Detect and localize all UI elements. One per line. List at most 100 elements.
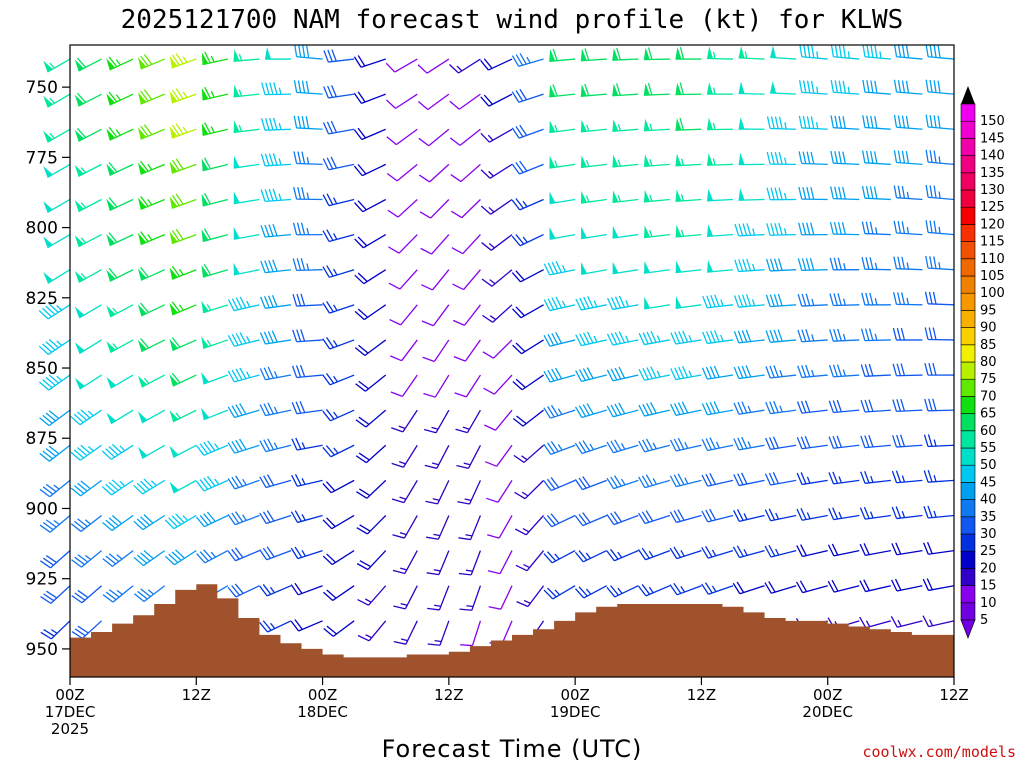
wind-barb <box>323 49 355 63</box>
wind-barb <box>133 478 166 495</box>
wind-barb <box>797 329 828 343</box>
wind-barb <box>543 367 576 383</box>
wind-barb <box>389 339 418 362</box>
wind-barb <box>169 372 197 387</box>
wind-barb <box>133 514 166 531</box>
wind-barb <box>293 151 323 166</box>
wind-barb <box>830 186 860 201</box>
wind-barb <box>201 86 229 101</box>
wind-barb <box>195 475 229 492</box>
wind-barb <box>322 301 355 314</box>
wind-barb <box>233 262 260 276</box>
colorbar-label: 40 <box>980 493 997 508</box>
credit-link[interactable]: coolwx.com/models <box>862 743 1016 761</box>
wind-barb <box>574 476 607 491</box>
wind-barb <box>702 330 734 345</box>
wind-barb <box>922 578 955 592</box>
wind-barb <box>549 191 576 205</box>
wind-barb <box>637 547 671 561</box>
wind-barb <box>925 114 955 130</box>
colorbar-segment <box>960 447 976 466</box>
wind-barb <box>733 472 765 487</box>
wind-barb <box>74 339 102 355</box>
wind-barb <box>732 545 765 559</box>
wind-barb <box>417 58 450 74</box>
wind-barb <box>511 234 544 247</box>
wind-barb <box>925 255 955 271</box>
wind-barb <box>355 444 387 464</box>
wind-barb <box>294 44 323 60</box>
wind-barb <box>169 409 197 423</box>
wind-barb <box>612 119 639 132</box>
wind-barb <box>323 85 355 99</box>
colorbar-segment <box>960 258 976 277</box>
colorbar-segment <box>960 155 976 174</box>
wind-barb <box>133 585 166 602</box>
wind-barb <box>925 79 955 95</box>
wind-barb <box>322 550 355 566</box>
wind-barb <box>43 269 71 284</box>
wind-barb <box>322 514 355 530</box>
wind-barb <box>227 583 260 598</box>
wind-barb <box>827 543 860 557</box>
wind-barb <box>643 189 670 203</box>
wind-barb <box>106 267 134 282</box>
wind-barb <box>259 402 292 417</box>
wind-barb <box>827 579 860 593</box>
x-tick-label: 00Z <box>55 686 84 704</box>
wind-barb <box>43 128 71 143</box>
wind-barb <box>355 374 387 392</box>
wind-barb <box>580 48 607 62</box>
colorbar-segment <box>960 516 976 535</box>
wind-barb <box>580 226 607 240</box>
wind-barb <box>738 81 765 95</box>
wind-barb <box>891 542 923 556</box>
wind-barb <box>106 91 134 106</box>
wind-barb <box>516 585 545 608</box>
wind-barb <box>607 295 639 311</box>
wind-barb <box>859 579 892 593</box>
wind-barb <box>512 409 544 427</box>
wind-barb <box>513 444 545 463</box>
wind-barb <box>385 58 418 73</box>
wind-barb <box>797 257 828 272</box>
wind-barb <box>733 436 765 451</box>
wind-barb <box>738 117 765 130</box>
wind-barb <box>227 438 260 454</box>
colorbar-segment <box>960 361 976 380</box>
wind-barb <box>292 258 323 272</box>
wind-barb <box>389 304 418 326</box>
colorbar-label: 90 <box>980 321 997 336</box>
wind-barb <box>106 197 134 212</box>
wind-barb <box>669 473 702 488</box>
wind-barb <box>357 620 387 642</box>
wind-barb <box>449 93 481 110</box>
wind-barb <box>828 471 860 485</box>
wind-barb <box>893 292 923 306</box>
wind-barb <box>486 480 513 503</box>
wind-barb <box>580 83 607 97</box>
wind-barb <box>74 304 102 319</box>
wind-barbs <box>38 44 955 647</box>
wind-barb <box>353 127 386 141</box>
wind-barb <box>764 508 797 522</box>
wind-barb <box>356 550 387 571</box>
wind-barb <box>606 585 639 598</box>
wind-barb <box>322 120 355 135</box>
wind-barb <box>43 198 71 214</box>
wind-barb <box>643 82 670 96</box>
wind-barb <box>43 58 71 73</box>
wind-barb <box>580 119 607 133</box>
wind-barb <box>458 515 482 541</box>
wind-barb <box>480 163 513 179</box>
wind-barb <box>43 93 71 108</box>
wind-barb <box>451 234 481 255</box>
wind-barb <box>353 163 386 177</box>
wind-barb <box>514 515 545 536</box>
wind-barb <box>201 407 229 421</box>
wind-barb <box>765 400 797 415</box>
wind-barb <box>481 269 513 287</box>
wind-barb <box>169 301 197 316</box>
colorbar-label: 110 <box>980 252 1005 267</box>
colorbar-label: 70 <box>980 389 997 404</box>
